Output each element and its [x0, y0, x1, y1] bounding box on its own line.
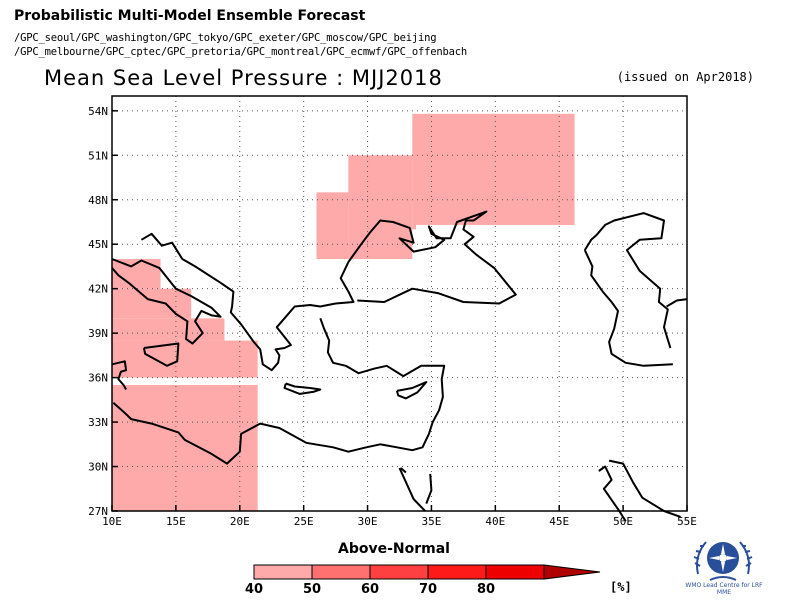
legend-arrow: [543, 564, 601, 580]
legend-label: 50: [303, 582, 321, 597]
lon-tick-label: 15E: [166, 515, 186, 528]
forecast-title: Probabilistic Multi-Model Ensemble Forec…: [14, 8, 366, 24]
lat-tick-label: 54N: [88, 105, 108, 118]
shading-cell-5: [316, 192, 349, 260]
lon-tick-label: 45E: [549, 515, 569, 528]
anatomia-south-coast: [112, 317, 446, 465]
lat-tick-label: 36N: [88, 372, 108, 385]
lat-tick-label: 51N: [88, 149, 108, 162]
legend-label: 70: [419, 582, 437, 597]
caspian-east: [583, 212, 672, 349]
cyprus: [395, 381, 428, 400]
lon-tick-label: 25E: [294, 515, 314, 528]
shading-cell-0: [112, 385, 258, 511]
lat-tick-label: 48N: [88, 194, 108, 207]
crete: [283, 382, 322, 395]
issued-date: (issued on Apr2018): [616, 70, 754, 84]
legend-swatch-2: [369, 564, 429, 580]
persian-gulf-east: [608, 459, 681, 518]
lon-tick-label: 20E: [230, 515, 250, 528]
lon-tick-label: 50E: [613, 515, 633, 528]
legend-swatch-0: [253, 564, 313, 580]
legend-label: 80: [477, 582, 495, 597]
shading-cell-3: [112, 318, 225, 341]
legend-label: 60: [361, 582, 379, 597]
map-frame: [111, 95, 688, 512]
legend-swatch-4: [485, 564, 545, 580]
lat-tick-label: 42N: [88, 283, 108, 296]
lat-tick-label: 27N: [88, 505, 108, 518]
lat-tick-label: 30N: [88, 461, 108, 474]
gulf-aqaba: [425, 473, 433, 504]
lon-tick-label: 30E: [358, 515, 378, 528]
lat-tick-label: 39N: [88, 327, 108, 340]
sicily-coast: [142, 342, 180, 367]
lat-tick-label: 33N: [88, 416, 108, 429]
red-sea-west: [398, 467, 426, 512]
lon-tick-label: 40E: [485, 515, 505, 528]
longitude-axis: 10E 15E 20E 25E 30E 35E 40E 45E 50E 55E: [102, 505, 697, 528]
legend-colorbar: 40 50 60 70 80 [%]: [245, 564, 632, 597]
kara-bogaz: [666, 298, 688, 308]
probability-shading: [112, 113, 575, 511]
legend-unit: [%]: [610, 580, 632, 594]
legend-swatch-1: [311, 564, 371, 580]
gulf-suez: [400, 467, 407, 474]
legend-swatch-3: [427, 564, 487, 580]
latitude-axis: 27N 30N 33N 36N 39N 42N 45N 48N 51N 54N: [88, 105, 118, 518]
arabia-coast: [598, 465, 627, 522]
logo-caption: WMO Lead Centre for LRF MME: [685, 582, 763, 596]
shading-cell-6: [348, 155, 413, 260]
coastlines: [111, 210, 688, 522]
map-title: Mean Sea Level Pressure : MJJ2018: [44, 66, 443, 90]
lon-tick-label: 35E: [422, 515, 442, 528]
north-africa-coast: [111, 360, 128, 391]
shading-cell-2: [112, 288, 192, 319]
lon-tick-label: 55E: [677, 515, 697, 528]
centres-line-2: /GPC_melbourne/GPC_cptec/GPC_pretoria/GP…: [14, 46, 467, 58]
legend-title: Above-Normal: [338, 541, 450, 557]
caspian-west: [583, 249, 673, 367]
centres-line-1: /GPC_seoul/GPC_washington/GPC_tokyo/GPC_…: [14, 32, 437, 44]
shading-cell-8: [412, 113, 575, 225]
lon-tick-label: 10E: [102, 515, 122, 528]
wmo-emblem-icon: [693, 541, 753, 581]
adriatic-balkan-coast: [140, 210, 517, 372]
shading-cell-4: [112, 340, 258, 378]
legend-label: 40: [245, 582, 263, 597]
lat-tick-label: 45N: [88, 238, 108, 251]
italy-coast: [111, 258, 222, 345]
